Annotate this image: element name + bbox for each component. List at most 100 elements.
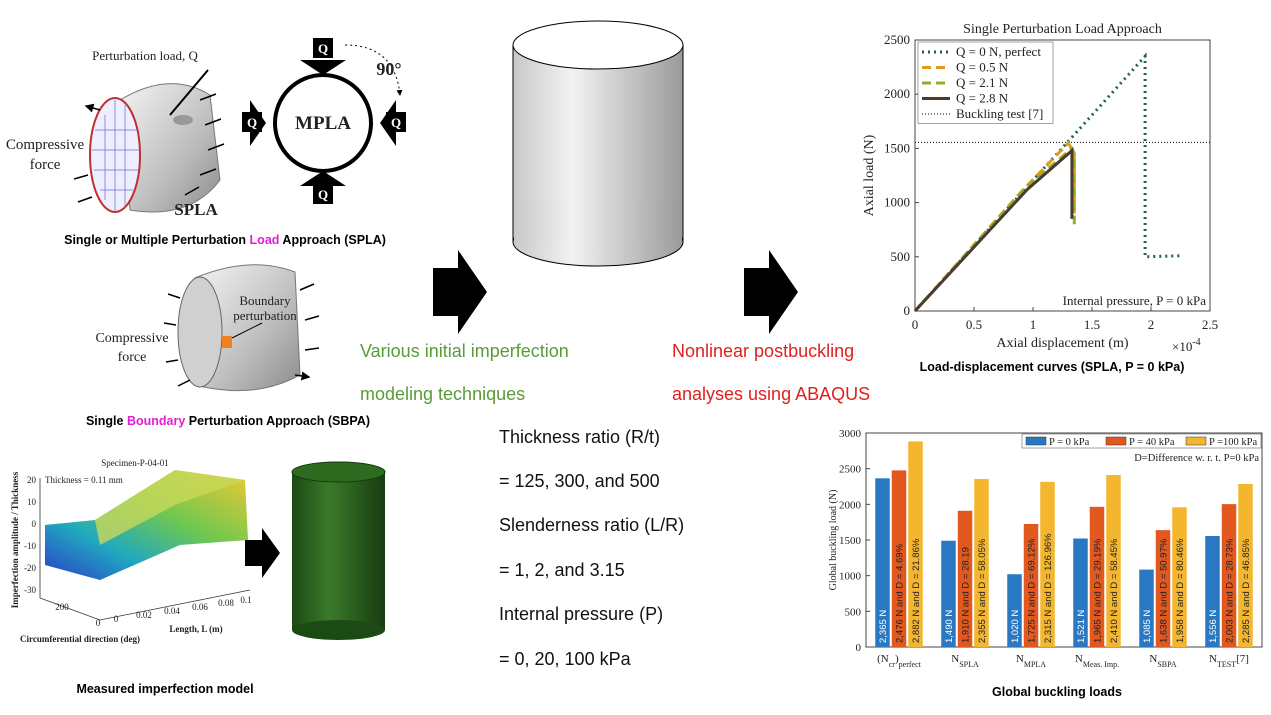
label-text: N (1075, 653, 1083, 665)
x-multiplier: ×10-4 (1172, 337, 1201, 354)
caption-part: Approach (SPLA) (279, 233, 385, 247)
y-tick-label: 0 (856, 642, 862, 654)
value-label: 2,882 N and D = 21.86% (911, 538, 922, 643)
flow-text: Various initial imperfection (360, 341, 569, 361)
boundary-label: Boundary (239, 293, 291, 308)
y-tick-label: 2500 (839, 464, 862, 476)
length-tick: 0 (114, 614, 119, 624)
z-tick: 20 (27, 475, 37, 485)
value-label: 1,556 N (1208, 610, 1219, 643)
arrow (744, 250, 798, 334)
y-tick-label: 500 (891, 249, 911, 264)
q-label: Q (318, 41, 328, 56)
parameter: Thickness ratio (R/t) (499, 427, 660, 447)
chart-caption: Global buckling loads (992, 685, 1122, 699)
arrow (245, 528, 280, 578)
x-tick-label: 2.5 (1202, 317, 1218, 332)
circ-tick: 0 (96, 618, 101, 628)
value-label: 2,285 N and D = 46.85% (1241, 538, 1252, 643)
multiplier-exponent: -4 (1192, 337, 1200, 348)
label-subscript: MPLA (1024, 660, 1046, 669)
bar (1089, 506, 1105, 647)
bar (974, 479, 989, 647)
spla-name: SPLA (174, 200, 218, 219)
parameter: Internal pressure (P) (499, 604, 663, 624)
mpla-illustration: Q Q Q Q 90° MPLA (242, 38, 406, 204)
legend-label: P =100 kPa (1209, 437, 1257, 448)
thickness-label: Thickness = 0.11 mm (45, 475, 123, 485)
label-text: [7] (1236, 653, 1249, 665)
label-text: N (951, 653, 959, 665)
bar (1040, 481, 1055, 647)
flow-text: Nonlinear postbuckling (672, 341, 854, 361)
value-label: 2,410 N and D = 58.45% (1109, 538, 1120, 643)
compressive-label: Compressive (6, 137, 85, 153)
label-text: N (1209, 653, 1217, 665)
bar (1023, 523, 1039, 647)
bar (1139, 569, 1154, 647)
caption-highlight: Load (250, 233, 280, 247)
bar (1106, 475, 1121, 647)
x-tick-label: NMPLA (1016, 653, 1046, 669)
label-text: N (1149, 653, 1157, 665)
caption-part: Single or Multiple Perturbation (64, 233, 249, 247)
length-tick: 0.08 (218, 598, 234, 608)
length-tick: 0.04 (164, 606, 180, 616)
bar (1155, 530, 1171, 647)
legend-label: Q = 2.8 N (956, 91, 1009, 106)
z-tick: 10 (27, 497, 37, 507)
bar (941, 540, 956, 647)
length-tick: 0.06 (192, 602, 208, 612)
label-subscript: SBPA (1157, 660, 1177, 669)
legend-swatch (1025, 436, 1047, 446)
bar (1172, 507, 1187, 647)
value-label: 1,725 N and D = 69.12% (1027, 538, 1038, 643)
value-label: 1,521 N (1076, 610, 1087, 643)
measured-caption: Measured imperfection model (76, 682, 253, 696)
z-tick: -10 (24, 541, 36, 551)
parameter: = 125, 300, and 500 (499, 471, 660, 491)
q-label: Q (247, 115, 257, 130)
parameters: Thickness ratio (R/t) = 125, 300, and 50… (499, 427, 684, 669)
chart-title: Single Perturbation Load Approach (963, 22, 1162, 37)
boundary-label: perturbation (233, 308, 297, 323)
z-tick: -30 (24, 585, 36, 595)
caption-part: Single (86, 414, 127, 428)
arrow (433, 250, 487, 334)
y-axis-label: Global buckling load (N) (828, 490, 839, 591)
perturbation-label: Perturbation load, Q (92, 48, 198, 63)
y-tick-label: 2500 (884, 32, 910, 47)
x-tick-label: NSBPA (1149, 653, 1176, 669)
angle-label: 90° (376, 59, 401, 79)
value-label: 1,490 N (944, 610, 955, 643)
compressive-label: force (118, 350, 147, 365)
z-tick: 0 (32, 519, 37, 529)
label-text: N (1016, 653, 1024, 665)
circ-tick: 200 (55, 602, 69, 612)
measured-title: Specimen-P-04-01 (101, 458, 169, 468)
label-subscript: perfect (899, 660, 922, 669)
legend-label: Q = 2.1 N (956, 75, 1009, 90)
chart-caption: Load-displacement curves (SPLA, P = 0 kP… (920, 360, 1185, 374)
y-axis-label: Axial load (N) (862, 134, 877, 216)
label-subscript: cr (889, 660, 896, 669)
y-tick-label: 0 (904, 303, 911, 318)
x-tick-label: NMeas. Imp. (1075, 653, 1119, 669)
compressive-label: force (30, 157, 61, 173)
bar (908, 441, 923, 647)
label-subscript: TEST (1217, 660, 1236, 669)
value-label: 1,638 N and D = 50.97% (1159, 538, 1170, 643)
legend-label: P = 0 kPa (1049, 437, 1090, 448)
sbpa-illustration: Compressive force Boundary perturbation (95, 264, 320, 392)
series-line (913, 147, 1074, 313)
parameter: Slenderness ratio (L/R) (499, 515, 684, 535)
value-label: 2,315 N and D = 126.96% (1043, 533, 1054, 643)
sbpa-caption: Single Boundary Perturbation Approach (S… (86, 414, 370, 428)
measured-plot: Specimen-P-04-01 Thickness = 0.11 mm Imp… (10, 458, 252, 644)
length-tick: 0.02 (136, 610, 152, 620)
legend-swatch (1185, 436, 1207, 446)
chart-note: D=Difference w. r. t. P=0 kPa (1134, 453, 1259, 464)
caption-part: Perturbation Approach (SBPA) (185, 414, 370, 428)
legend-swatch (1105, 436, 1127, 446)
x-tick-label: NSPLA (951, 653, 979, 669)
